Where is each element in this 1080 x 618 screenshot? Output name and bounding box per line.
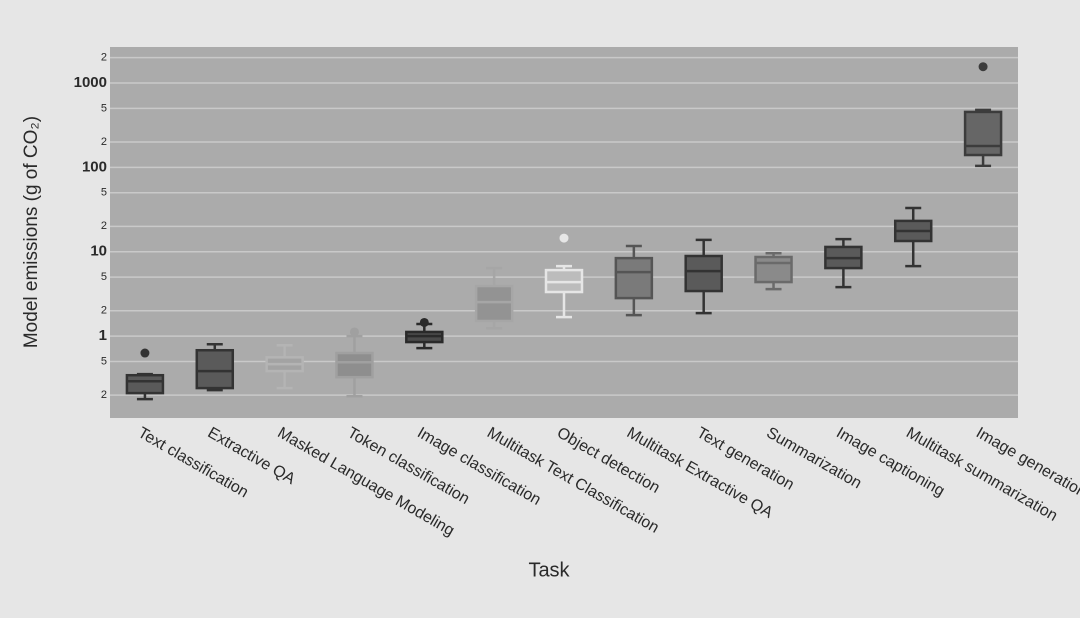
y-tick-label: 5 xyxy=(101,271,107,283)
y-tick-label: 2 xyxy=(101,305,107,317)
box xyxy=(195,348,235,390)
box xyxy=(335,351,374,379)
outlier xyxy=(140,348,150,358)
outlier xyxy=(978,62,988,72)
outlier xyxy=(419,317,429,327)
y-tick-label: 5 xyxy=(101,102,107,114)
outlier xyxy=(559,233,569,243)
y-tick-label: 2 xyxy=(101,389,107,401)
box xyxy=(614,256,654,300)
box xyxy=(125,373,165,395)
box xyxy=(963,110,1003,157)
y-tick-label: 5 xyxy=(101,187,107,199)
plot-area xyxy=(110,47,1018,418)
y-tick-label: 1 xyxy=(99,327,107,344)
y-tick-label: 5 xyxy=(101,355,107,367)
outlier xyxy=(349,327,359,337)
y-tick-label: 2 xyxy=(101,136,107,148)
y-tick-label: 2 xyxy=(101,220,107,232)
y-tick-label: 100 xyxy=(82,158,107,175)
box xyxy=(474,284,514,323)
y-tick-label: 1000 xyxy=(74,74,107,91)
y-axis-title: Model emissions (g of CO₂) xyxy=(21,116,42,348)
y-tick-label: 2 xyxy=(101,51,107,63)
box xyxy=(754,255,793,284)
box xyxy=(684,254,723,293)
x-axis-title: Task xyxy=(528,559,570,581)
y-tick-label: 10 xyxy=(90,243,107,260)
